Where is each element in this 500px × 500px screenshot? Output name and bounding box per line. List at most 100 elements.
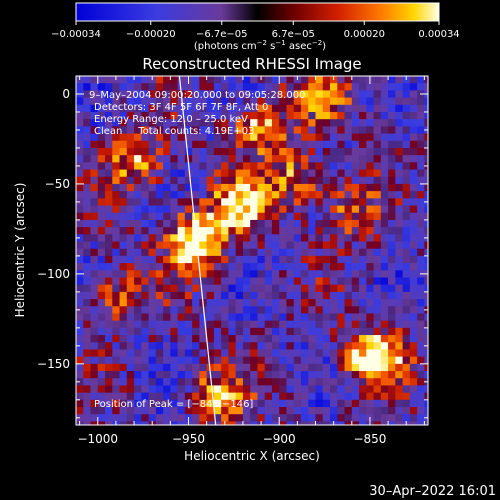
- heatmap-cell: [300, 104, 309, 113]
- heatmap-cell: [402, 212, 411, 221]
- heatmap-cell: [184, 126, 193, 134]
- heatmap-cell: [134, 378, 142, 386]
- heatmap-cell: [235, 219, 244, 228]
- heatmap-cell: [119, 104, 128, 113]
- heatmap-cell: [112, 104, 120, 113]
- heatmap-cell: [322, 342, 331, 350]
- heatmap-cell: [388, 227, 396, 235]
- heatmap-cell: [228, 263, 237, 271]
- heatmap-cell: [293, 407, 302, 415]
- heatmap-cell: [170, 349, 179, 358]
- heatmap-cell: [141, 198, 150, 206]
- heatmap-cell: [192, 133, 200, 142]
- heatmap-cell: [112, 162, 120, 170]
- heatmap-cell: [337, 349, 345, 358]
- heatmap-cell: [315, 83, 324, 91]
- heatmap-cell: [163, 255, 171, 264]
- heatmap-cell: [395, 191, 404, 199]
- heatmap-cell: [177, 284, 186, 293]
- heatmap-cell: [192, 320, 200, 329]
- heatmap-cell: [228, 356, 237, 365]
- heatmap-cell: [119, 119, 128, 127]
- heatmap-cell: [97, 90, 106, 99]
- heatmap-cell: [402, 277, 411, 286]
- heatmap-cell: [308, 227, 316, 235]
- heatmap-cell: [177, 198, 186, 206]
- heatmap-cell: [366, 270, 374, 278]
- heatmap-cell: [105, 155, 113, 163]
- heatmap-cell: [344, 119, 353, 127]
- heatmap-cell: [300, 147, 309, 156]
- heatmap-cell: [359, 248, 367, 257]
- heatmap-cell: [315, 392, 324, 401]
- heatmap-cell: [344, 198, 353, 206]
- heatmap-cell: [286, 97, 295, 106]
- heatmap-cell: [235, 313, 244, 322]
- heatmap-cell: [417, 313, 425, 322]
- heatmap-cell: [380, 399, 389, 408]
- heatmap-cell: [155, 97, 164, 106]
- heatmap-cell: [366, 212, 374, 221]
- heatmap-cell: [221, 399, 229, 408]
- heatmap-cell: [163, 191, 171, 199]
- heatmap-cell: [308, 155, 316, 163]
- heatmap-cell: [184, 119, 193, 127]
- heatmap-cell: [83, 169, 91, 178]
- heatmap-cell: [388, 263, 396, 271]
- heatmap-cell: [300, 227, 309, 235]
- heatmap-cell: [213, 313, 222, 322]
- heatmap-cell: [90, 363, 99, 372]
- heatmap-cell: [417, 421, 425, 425]
- heatmap-cell: [250, 284, 258, 293]
- heatmap-cell: [300, 126, 309, 134]
- heatmap-cell: [228, 385, 237, 394]
- heatmap-cell: [308, 291, 316, 300]
- heatmap-cell: [76, 407, 84, 415]
- heatmap-cell: [119, 97, 128, 106]
- heatmap-cell: [90, 227, 99, 235]
- x-tick-label: −900: [263, 432, 296, 446]
- heatmap-cell: [90, 90, 99, 99]
- heatmap-cell: [409, 83, 418, 91]
- heatmap-cell: [105, 111, 113, 120]
- heatmap-cell: [300, 155, 309, 163]
- heatmap-cell: [155, 227, 164, 235]
- heatmap-cell: [105, 335, 113, 343]
- heatmap-cell: [228, 176, 237, 185]
- heatmap-cell: [322, 104, 331, 113]
- heatmap-cell: [402, 248, 411, 257]
- heatmap-cell: [141, 320, 150, 329]
- heatmap-cell: [76, 212, 84, 221]
- heatmap-cell: [344, 90, 353, 99]
- heatmap-cell: [300, 111, 309, 120]
- heatmap-cell: [126, 155, 135, 163]
- heatmap-cell: [315, 205, 324, 214]
- heatmap-cell: [395, 198, 404, 206]
- heatmap-cell: [337, 306, 345, 314]
- heatmap-cell: [221, 219, 229, 228]
- heatmap-cell: [344, 363, 353, 372]
- heatmap-cell: [308, 119, 316, 127]
- heatmap-cell: [366, 191, 374, 199]
- heatmap-cell: [97, 320, 106, 329]
- heatmap-cell: [366, 234, 374, 242]
- heatmap-cell: [308, 421, 316, 425]
- heatmap-cell: [141, 421, 150, 425]
- heatmap-cell: [351, 191, 360, 199]
- heatmap-cell: [417, 284, 425, 293]
- heatmap-cell: [170, 140, 179, 149]
- heatmap-cell: [257, 263, 266, 271]
- heatmap-cell: [344, 320, 353, 329]
- heatmap-cell: [322, 299, 331, 307]
- heatmap-cell: [300, 263, 309, 271]
- heatmap-cell: [366, 284, 374, 293]
- heatmap-cell: [351, 299, 360, 307]
- heatmap-cell: [322, 378, 331, 386]
- heatmap-cell: [271, 363, 280, 372]
- peak-position-label: Position of Peak = [−847,−146]: [94, 399, 253, 410]
- heatmap-cell: [308, 277, 316, 286]
- heatmap-cell: [155, 306, 164, 314]
- heatmap-cell: [308, 263, 316, 271]
- heatmap-cell: [337, 119, 345, 127]
- heatmap-cell: [221, 83, 229, 91]
